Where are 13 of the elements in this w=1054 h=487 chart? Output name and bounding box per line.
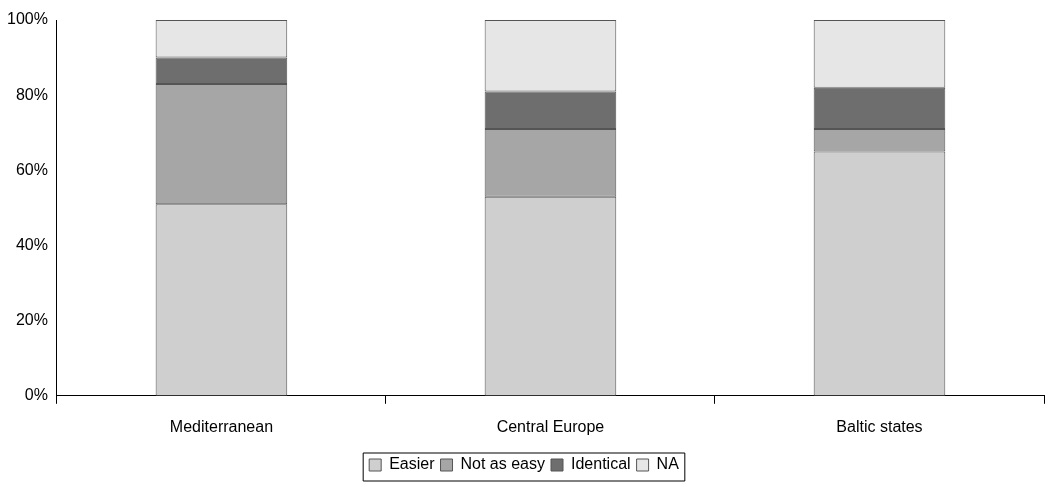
y-tick-label: 60% — [15, 160, 48, 178]
y-tick-label: 0% — [24, 386, 48, 404]
x-tick-label: Mediterranean — [169, 417, 274, 435]
legend-label: Easier — [389, 455, 436, 473]
y-tick-label: 80% — [15, 85, 48, 103]
legend-label: NA — [656, 455, 680, 473]
y-tick-label: 20% — [15, 311, 48, 329]
x-tick-label: Central Europe — [496, 417, 605, 435]
y-tick-label: 40% — [15, 235, 48, 253]
legend-label: Not as easy — [460, 455, 546, 473]
x-tick-label: Baltic states — [836, 417, 923, 435]
legend-label: Identical — [571, 455, 631, 473]
y-tick-label: 100% — [7, 10, 48, 28]
